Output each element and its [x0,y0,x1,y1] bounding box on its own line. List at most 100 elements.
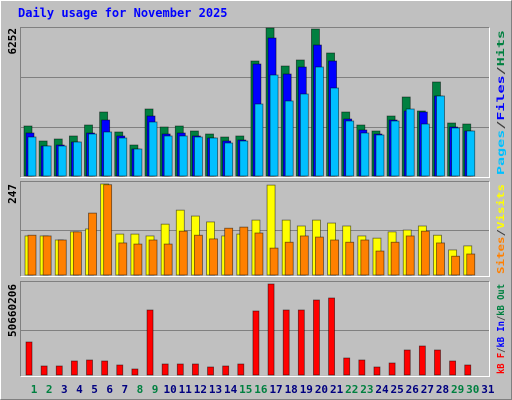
panel-edge-dark [20,27,490,178]
bar [418,345,426,376]
panel-edge-light [20,181,490,277]
bar [72,141,82,177]
bar [343,357,351,376]
x-tick-label: 9 [152,383,159,396]
legend-separator: / [496,121,507,130]
bar [284,241,294,276]
legend-entry: Files [495,75,507,120]
legend: kB F/kB In/kB Out [496,284,507,374]
bar [403,349,411,376]
bar [27,136,37,177]
bar [194,136,203,177]
bar [103,184,113,276]
bar [57,145,67,177]
legend-entry: Pages [496,130,507,175]
y-tick-label: 6252 [6,28,19,55]
x-tick-label: 16 [254,383,268,396]
bar [390,241,400,276]
bar [209,137,218,177]
bar [405,235,415,276]
bar [420,230,430,276]
legend-entry: Hits [495,30,507,66]
legend-entry: kB Out [496,284,507,316]
bar [178,135,188,177]
x-tick-label: 3 [61,383,68,396]
bar [254,232,264,276]
bar [252,310,260,376]
panel-edge-dark [20,181,490,277]
bar [101,360,109,376]
x-tick-label: 26 [406,383,420,396]
bar [57,239,67,276]
bar [88,212,97,276]
bar [436,242,445,276]
x-tick-label: 27 [421,383,434,396]
legend: Pages/Files/Hits [495,30,507,175]
bar [299,235,309,276]
bar [388,362,396,376]
bar [330,87,339,177]
bar [315,236,324,276]
bar [25,341,33,376]
x-tick-label: 7 [121,383,128,396]
bar [224,142,234,177]
bar [70,360,78,376]
bar [237,363,245,376]
bar [133,148,143,177]
x-tick-label: 20 [315,383,328,396]
bar [207,366,214,376]
x-tick-label: 30 [466,383,479,396]
legend-separator: / [496,229,507,237]
legend-separator: / [496,316,507,321]
bar [345,120,355,177]
bar [375,250,385,276]
bar [133,243,143,276]
bar [284,100,294,177]
bar [390,120,400,177]
legend-separator: / [496,348,507,353]
bar [118,137,128,177]
bar [466,130,476,177]
bar [375,134,385,177]
x-tick-label: 4 [76,383,83,396]
bar [222,365,230,376]
bar [239,226,249,276]
chart-title: Daily usage for November 2025 [18,6,228,20]
bar [209,238,218,276]
x-tick-label: 13 [209,383,222,396]
x-tick-label: 11 [179,383,193,396]
bar [451,255,461,276]
x-tick-label: 17 [269,383,282,396]
x-tick-label: 24 [375,383,389,396]
legend-entry: Visits [495,184,507,229]
panel-edge-dark [20,281,490,377]
x-tick-label: 1 [31,383,38,396]
x-tick-label: 22 [345,383,358,396]
x-tick-label: 15 [239,383,252,396]
bar [464,364,472,376]
bar [42,235,52,276]
bar [313,299,320,376]
x-tick-label: 14 [224,383,238,396]
bar [88,133,97,177]
bar [161,363,169,376]
bar [148,121,158,177]
x-tick-label: 5 [91,383,98,396]
bar [131,368,139,376]
bar [148,239,158,276]
bar [116,364,124,376]
bar [86,359,93,376]
bar [269,247,279,276]
bar [299,93,309,177]
x-tick-label: 10 [164,383,177,396]
bar [449,360,457,376]
x-tick-label: 8 [137,383,144,396]
bar [360,239,370,276]
legend-entry: Sites [495,237,507,274]
legend-separator: / [496,66,507,75]
x-tick-label: 19 [300,383,313,396]
bar [42,145,52,177]
bar [315,66,324,177]
